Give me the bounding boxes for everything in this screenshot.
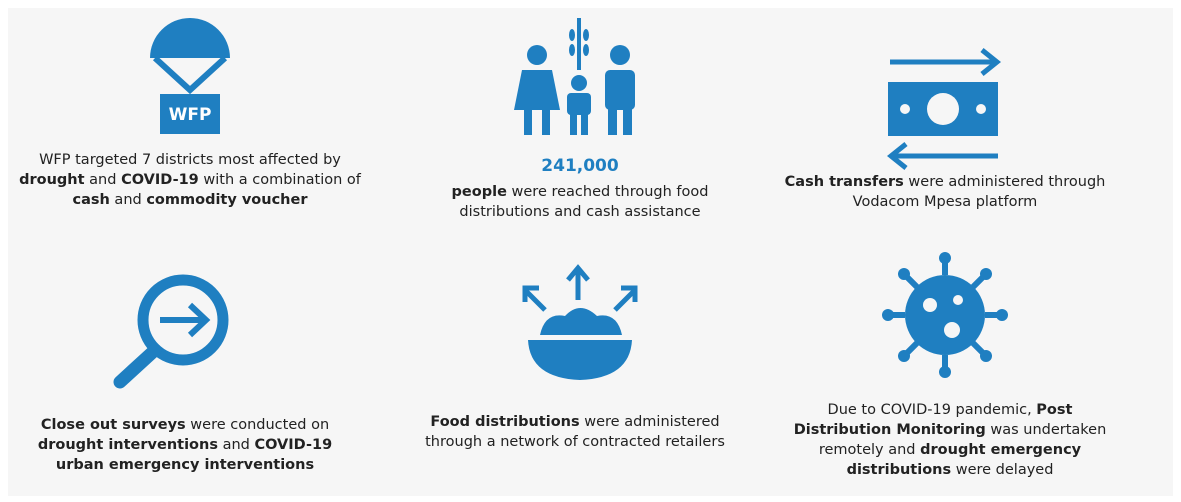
text: were delayed (951, 462, 1054, 478)
text: were administered through Vodacom Mpesa … (852, 174, 1106, 210)
headline: 241,000 (541, 156, 619, 176)
card-text: people were reached through food distrib… (425, 182, 735, 222)
text: Due to COVID-19 pandemic, (827, 402, 1037, 418)
text: were reached through food distributions … (459, 184, 709, 220)
bold-text: COVID-19 urban emergency interventions (55, 437, 333, 473)
parachute-icon: WFP (150, 18, 230, 134)
bold-text: cash (72, 192, 110, 208)
bold-text: Post Distribution Monitoring (793, 402, 1073, 438)
text: with a combination of (198, 172, 361, 188)
text: were conducted on (185, 417, 330, 433)
bold-text: COVID-19 (121, 172, 199, 188)
bold-text: drought emergency distributions (846, 442, 1082, 478)
card-text: WFP targeted 7 districts most affected b… (15, 150, 365, 210)
bold-text: Cash transfers (784, 174, 904, 190)
card-text: Food distributions were administered thr… (400, 412, 750, 452)
bold-text: drought (19, 172, 85, 188)
search-icon (113, 274, 229, 389)
text: and (217, 437, 255, 453)
virus-icon (882, 252, 1008, 378)
bold-text: Food distributions (430, 414, 580, 430)
text: were administered through a network of c… (425, 414, 725, 450)
card-text: Cash transfers were administered through… (765, 172, 1125, 212)
cash-icon (886, 48, 1002, 170)
card-text: Close out surveys were conducted on drou… (20, 415, 350, 475)
icon-label: WFP (169, 105, 212, 125)
bold-text: people (451, 184, 507, 200)
card-text: Due to COVID-19 pandemic, Post Distribut… (790, 400, 1110, 480)
text: was undertaken remotely and (818, 422, 1107, 458)
family-icon (514, 18, 635, 135)
text: and (84, 172, 122, 188)
bold-text: commodity voucher (146, 192, 308, 208)
text: and (109, 192, 147, 208)
bold-text: Close out surveys (40, 417, 186, 433)
bold-text: drought interventions (37, 437, 218, 453)
food-bowl-icon (522, 264, 638, 380)
text: WFP targeted 7 districts most affected b… (39, 152, 341, 168)
